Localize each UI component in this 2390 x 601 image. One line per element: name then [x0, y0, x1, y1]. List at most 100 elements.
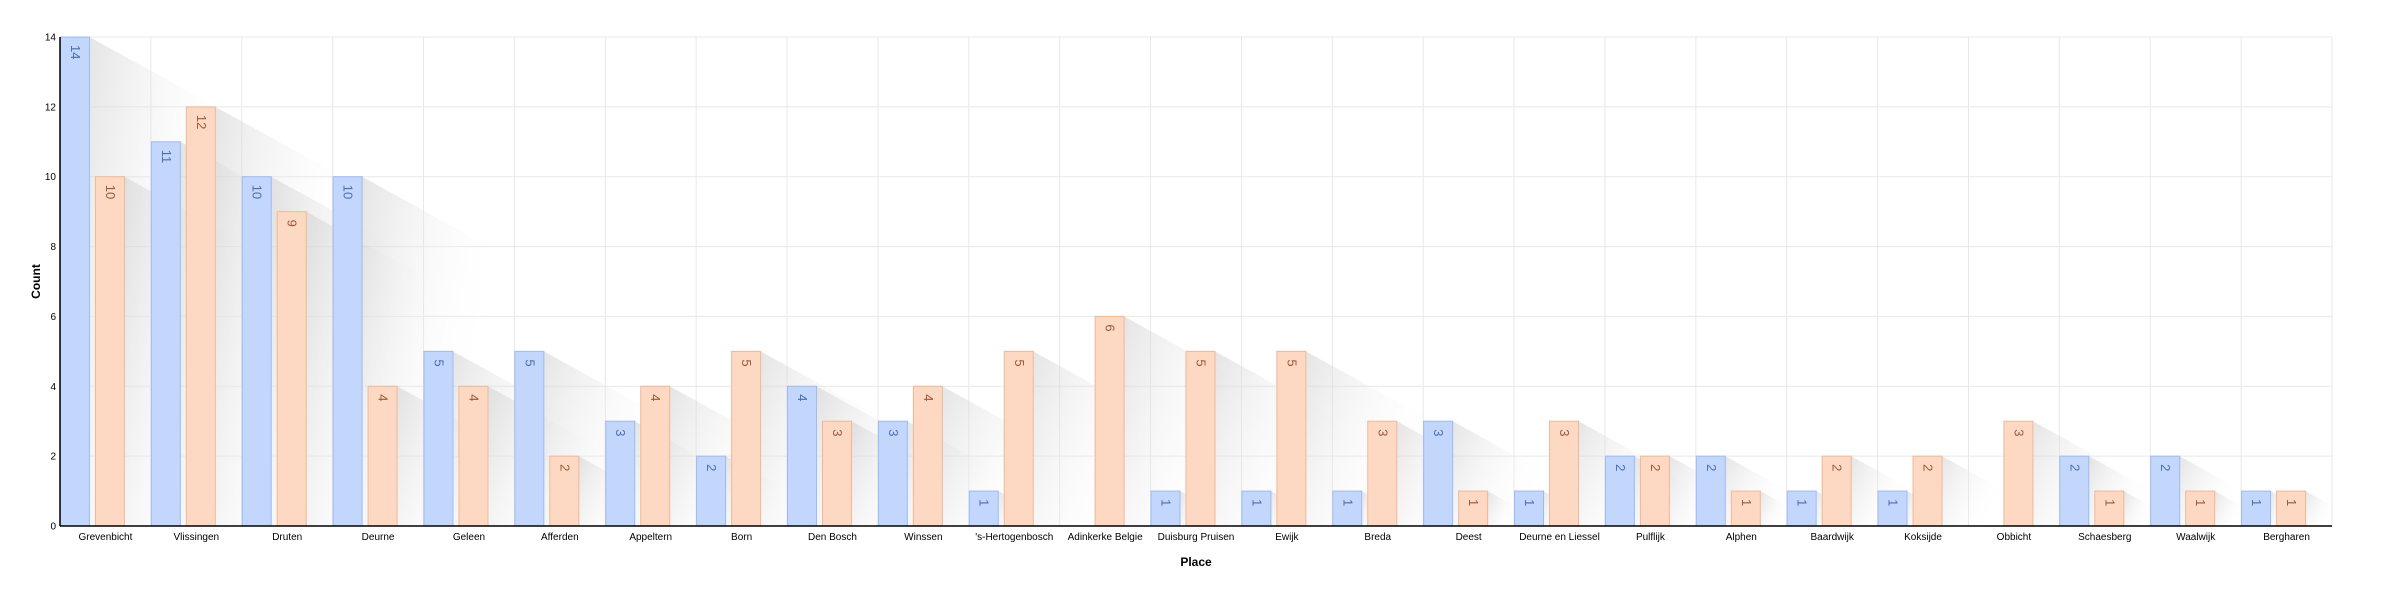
bar	[367, 385, 398, 527]
x-tick-label: Waalwijk	[2176, 532, 2216, 543]
x-tick-label: Winssen	[904, 532, 942, 543]
x-tick-label: Afferden	[541, 532, 579, 543]
bar	[332, 176, 363, 527]
bar-value-label: 6	[1103, 324, 1118, 331]
bar-value-label: 1	[1739, 499, 1754, 506]
bar	[1821, 455, 1852, 527]
bar-value-label: 2	[704, 464, 719, 471]
y-tick-label: 4	[50, 382, 56, 393]
bar-shadow	[1487, 491, 1520, 526]
x-tick-label: Appeltern	[629, 532, 672, 543]
bar	[605, 420, 636, 527]
x-tick-label: Schaesberg	[2078, 532, 2131, 543]
bar-value-label: 1	[1159, 499, 1174, 506]
x-tick-label: Obbicht	[1997, 532, 2032, 543]
bar	[185, 106, 216, 527]
bar	[968, 490, 999, 527]
x-tick-label: Duisburg Pruisen	[1158, 532, 1235, 543]
bar-value-label: 11	[159, 150, 174, 164]
bar-value-label: 2	[1921, 464, 1936, 471]
bar	[1003, 350, 1034, 527]
x-tick-label: Koksijde	[1904, 532, 1942, 543]
x-tick-label: Druten	[272, 532, 302, 543]
bar	[1877, 490, 1908, 527]
x-tick-label: Deurne en Liessel	[1519, 532, 1600, 543]
bar-shadow	[2214, 491, 2247, 526]
bar	[1241, 490, 1272, 527]
bar	[912, 385, 943, 527]
bar	[1514, 490, 1545, 527]
bar-value-label: 1	[2193, 499, 2208, 506]
bar-value-label: 5	[522, 359, 537, 366]
y-tick-label: 0	[50, 522, 56, 533]
bar-value-label: 4	[795, 394, 810, 401]
bar	[423, 350, 454, 527]
bar-value-label: 2	[1704, 464, 1719, 471]
bar-value-label: 5	[431, 359, 446, 366]
bar	[2241, 490, 2272, 527]
bar-value-label: 10	[103, 185, 118, 199]
x-tick-label: Breda	[1364, 532, 1391, 543]
bar	[94, 176, 125, 527]
bar	[2003, 420, 2034, 527]
bar	[1786, 490, 1817, 527]
bar	[640, 385, 671, 527]
bar-shadow	[2123, 491, 2156, 526]
bar	[1695, 455, 1726, 527]
bar	[514, 350, 545, 527]
x-axis-title: Place	[1180, 555, 1212, 569]
x-tick-label: Deurne	[362, 532, 395, 543]
x-tick-label: Den Bosch	[808, 532, 857, 543]
bar	[458, 385, 489, 527]
y-axis-title: Count	[29, 264, 43, 299]
bar-value-label: 2	[557, 464, 572, 471]
bar	[1150, 490, 1181, 527]
bar	[731, 350, 762, 527]
bar-value-label: 2	[2067, 464, 2082, 471]
y-tick-label: 10	[45, 172, 57, 183]
bar-value-label: 2	[2158, 464, 2173, 471]
bar	[1604, 455, 1635, 527]
bar-value-label: 2	[1830, 464, 1845, 471]
bar	[1094, 315, 1125, 527]
bar-value-label: 4	[648, 394, 663, 401]
bar	[2276, 490, 2307, 527]
x-tick-label: Pulflijk	[1636, 532, 1666, 543]
bar-value-label: 1	[977, 499, 992, 506]
bar	[241, 176, 272, 527]
bar-value-label: 1	[1249, 499, 1264, 506]
y-tick-label: 6	[50, 312, 56, 323]
bar	[2059, 455, 2090, 527]
bar-value-label: 3	[613, 429, 628, 436]
bar	[1458, 490, 1489, 527]
bar-value-label: 1	[1522, 499, 1537, 506]
bar-value-label: 2	[1648, 464, 1663, 471]
bar	[549, 455, 580, 527]
bar-value-label: 10	[341, 185, 356, 199]
x-tick-label: Baardwijk	[1810, 532, 1854, 543]
x-tick-label: Geleen	[453, 532, 485, 543]
bar-value-label: 12	[194, 115, 209, 129]
y-tick-label: 8	[50, 242, 56, 253]
bar	[821, 420, 852, 527]
bar	[1185, 350, 1216, 527]
x-tick-label: Deest	[1456, 532, 1482, 543]
bar	[1639, 455, 1670, 527]
bar-value-label: 1	[1466, 499, 1481, 506]
bar	[1730, 490, 1761, 527]
bar	[2094, 490, 2125, 527]
y-tick-label: 14	[45, 33, 57, 44]
x-tick-label: Vlissingen	[174, 532, 220, 543]
bar-value-label: 3	[1375, 429, 1390, 436]
bar-value-label: 1	[1795, 499, 1810, 506]
bar-value-label: 1	[1886, 499, 1901, 506]
bar-value-label: 5	[739, 359, 754, 366]
bar-value-label: 3	[2011, 429, 2026, 436]
bar	[1276, 350, 1307, 527]
bar-value-label: 4	[921, 394, 936, 401]
bar-value-label: 5	[1284, 359, 1299, 366]
bar-value-label: 5	[1012, 359, 1027, 366]
bar-value-label: 3	[1557, 429, 1572, 436]
y-tick-label: 12	[45, 102, 57, 113]
